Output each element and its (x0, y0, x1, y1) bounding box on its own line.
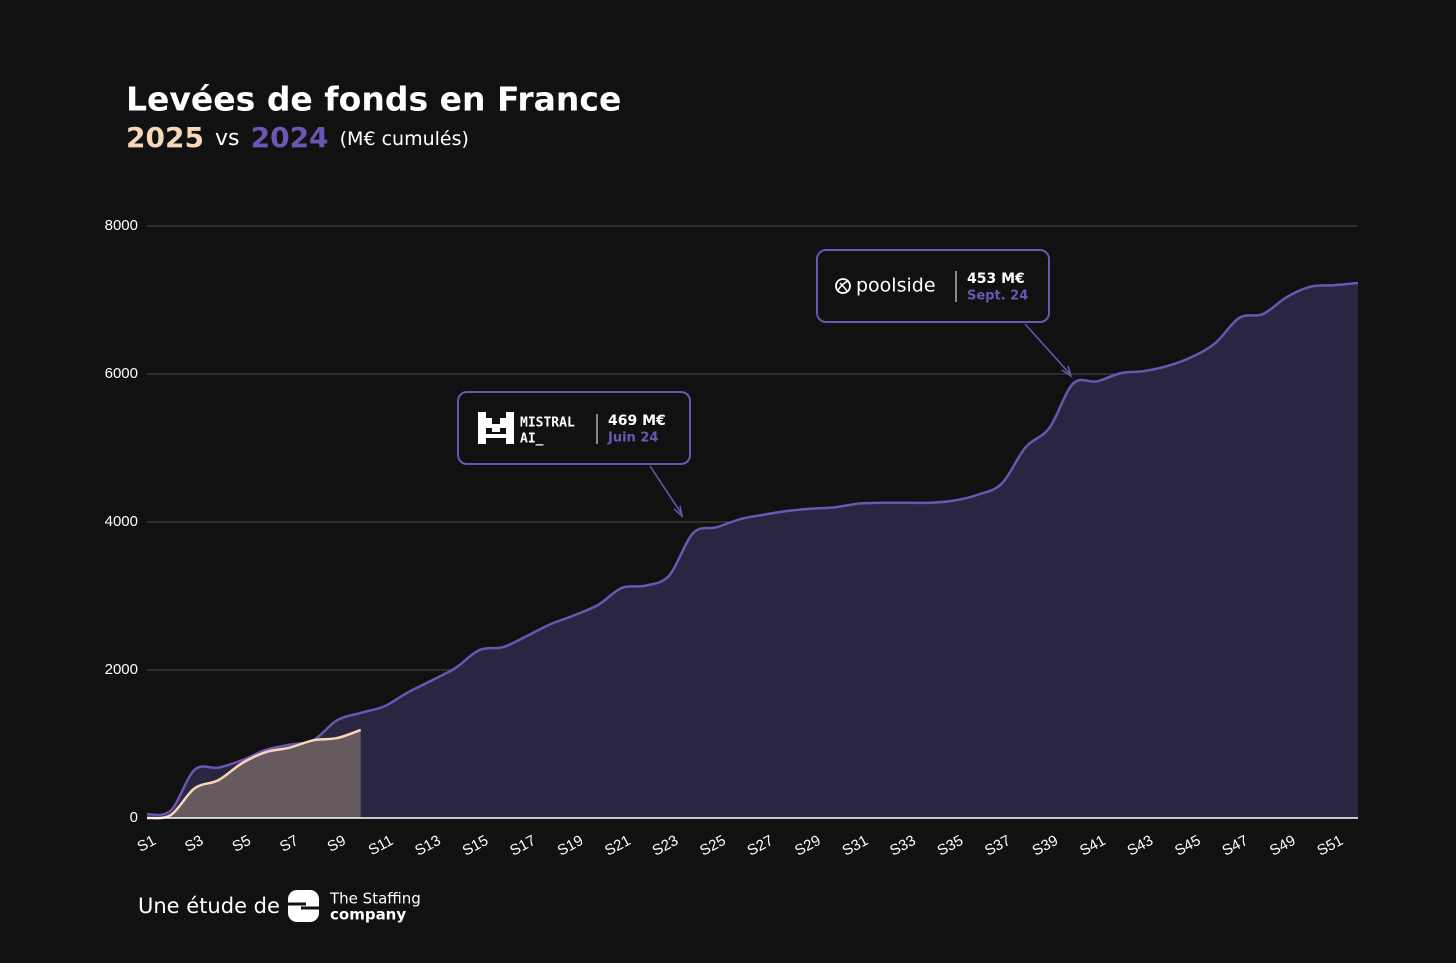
mistral-logo (478, 412, 514, 444)
y-tick-label: 6000 (105, 365, 138, 382)
legend-2025: 2025 (126, 121, 204, 154)
callout-poolside: poolside 453 M€ Sept. 24 (816, 249, 1073, 378)
y-tick-label: 8000 (105, 217, 138, 234)
callout-mistral: MISTRAL AI_ 469 M€ Juin 24 (457, 391, 691, 519)
legend-2024: 2024 (251, 121, 329, 154)
footer-text: Une étude de (138, 894, 280, 918)
chart-title: Levées de fonds en France (126, 80, 621, 119)
unit-label: (M€ cumulés) (340, 128, 469, 150)
callout-arrow (1024, 323, 1071, 375)
poolside-logo (835, 278, 851, 294)
x-tick-label: S5 (230, 832, 254, 856)
y-tick-label: 2000 (105, 661, 138, 678)
callout-label: MISTRAL (520, 416, 575, 431)
x-tick-label: S9 (325, 832, 349, 856)
arrow-head (1061, 365, 1073, 378)
poolside-logo-mark (837, 280, 849, 292)
x-tick-label: S3 (182, 832, 206, 856)
callout-amount: 469 M€ (608, 413, 666, 429)
x-tick-label: S7 (277, 832, 301, 856)
line (146, 728, 362, 820)
callout-date: Sept. 24 (967, 289, 1028, 304)
line (146, 281, 1359, 817)
x-tick-label: S1 (135, 832, 159, 856)
area (147, 282, 1358, 819)
callout-box (816, 249, 1050, 323)
brand-name: The Staffing (329, 890, 421, 908)
callout-date: Juin 24 (607, 431, 658, 446)
subtitle-connector: vs (215, 126, 239, 151)
logo-shape (288, 890, 319, 922)
y-tick-label: 4000 (105, 513, 138, 530)
callout-label: poolside (856, 275, 936, 297)
logo-cut (288, 902, 319, 910)
subtitle: 2025 vs 2024 (M€ cumulés) (126, 121, 469, 154)
y-tick-label: 0 (130, 809, 138, 826)
area (147, 729, 361, 819)
arrow-head (673, 505, 684, 519)
callout-box (457, 391, 691, 465)
callout-arrow (649, 465, 682, 514)
callout-amount: 453 M€ (967, 271, 1025, 287)
brand-logo (288, 890, 319, 922)
callout-label: AI_ (520, 432, 544, 447)
brand-name: company (330, 906, 406, 924)
